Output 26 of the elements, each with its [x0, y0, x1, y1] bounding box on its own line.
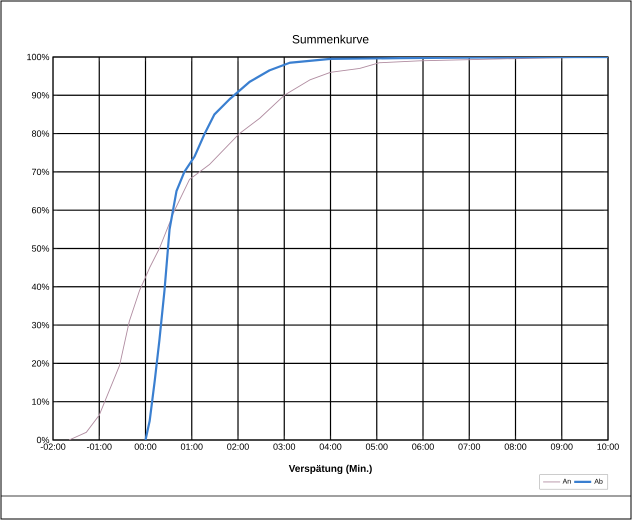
x-tick-label: 03:00 [273, 444, 296, 450]
y-tick-label: 0% [36, 436, 50, 444]
y-tick-label: 60% [32, 207, 50, 214]
x-tick-label: -02:00 [40, 444, 66, 450]
y-tick-label: 20% [32, 360, 50, 367]
x-tick-label: 06:00 [412, 444, 434, 450]
y-tick-label: 70% [32, 168, 50, 176]
x-tick-label: 01:00 [180, 444, 203, 450]
y-tick-label: 80% [32, 130, 50, 137]
y-tick-label: 10% [32, 398, 50, 405]
x-tick-label: 10:00 [597, 444, 619, 450]
x-axis-title: Verspätung (Min.) [288, 464, 372, 474]
x-tick-label: 09:00 [550, 444, 573, 450]
x-tick-label: 05:00 [366, 444, 388, 450]
x-tick-label: 07:00 [458, 444, 480, 450]
x-tick-label: -01:00 [86, 444, 112, 450]
y-tick-label: 100% [27, 54, 50, 60]
y-tick-label: 40% [32, 284, 50, 290]
y-tick-label: 90% [32, 92, 50, 98]
y-tick-label: 50% [32, 245, 50, 252]
x-tick-label: 00:00 [134, 444, 156, 450]
x-tick-label: 04:00 [320, 444, 342, 450]
x-tick-label: 08:00 [504, 444, 526, 450]
chart-title: Summenkurve [292, 34, 368, 44]
x-tick-label: 02:00 [227, 444, 249, 450]
y-tick-label: 30% [32, 322, 50, 328]
